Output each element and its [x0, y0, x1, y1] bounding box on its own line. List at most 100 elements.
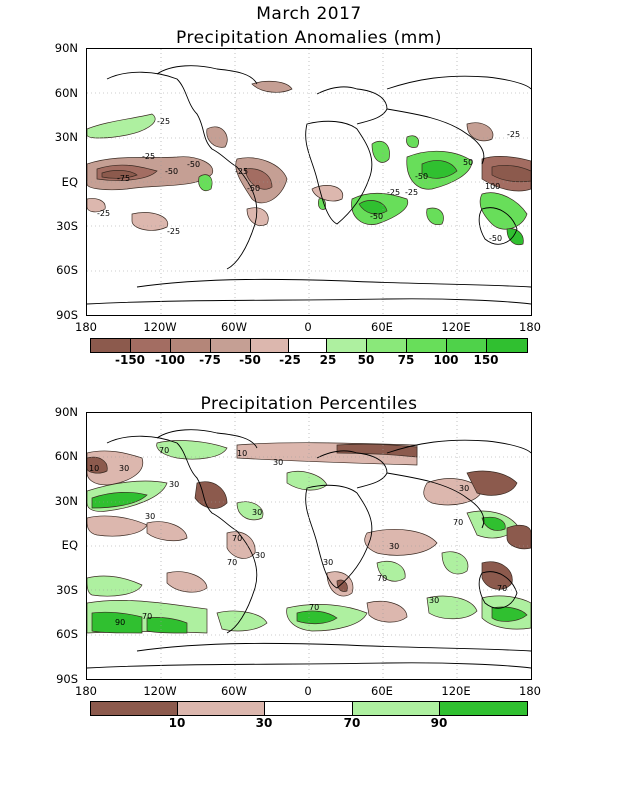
contour-label: -25 [142, 152, 155, 161]
anomaly-lat-label: 90S [56, 308, 78, 322]
anomaly-shading [87, 80, 531, 246]
contour-label-group: -25 -50 -75 -50 -25 -25 -25 -50 -25 -25 … [97, 117, 520, 243]
contour-label: 90 [115, 618, 125, 627]
contour-label: -25 [507, 130, 520, 139]
contour-label: 30 [323, 558, 333, 567]
percentile-lat-label: 90N [54, 405, 78, 419]
anomaly-lon-label: 60E [371, 320, 393, 334]
colorbar-label: 50 [357, 353, 375, 367]
contour-label: -50 [247, 184, 260, 193]
anomaly-map: -25 -50 -75 -50 -25 -25 -25 -50 -25 -25 … [86, 48, 532, 316]
anomaly-lat-label: 90N [54, 41, 78, 55]
contour-label: 30 [252, 508, 262, 517]
anomaly-lat-label: 30S [56, 219, 78, 233]
anomaly-map-canvas: -25 -50 -75 -50 -25 -25 -25 -50 -25 -25 … [87, 49, 531, 315]
colorbar-swatch [91, 702, 178, 715]
colorbar-label: 150 [473, 353, 499, 367]
colorbar-label: 10 [168, 716, 186, 730]
contour-label: 30 [169, 480, 179, 489]
colorbar-swatch [265, 702, 353, 715]
percentile-map-title: Precipitation Percentiles [200, 394, 418, 414]
percentile-map-canvas: 10 30 70 30 10 30 30 30 70 30 70 30 70 3… [87, 413, 531, 679]
anomaly-lon-label: 180 [75, 320, 97, 334]
contour-label: 10 [237, 449, 247, 458]
coastlines [87, 65, 531, 305]
colorbar-swatch [91, 339, 131, 352]
colorbar-swatch [178, 702, 265, 715]
anomaly-lon-label: 0 [304, 320, 312, 334]
colorbar-label: 75 [397, 353, 415, 367]
contour-label: 70 [232, 534, 242, 543]
grid-lines [87, 49, 531, 315]
contour-label: 50 [463, 158, 473, 167]
contour-label: 70 [142, 612, 152, 621]
percentile-lon-label: 120W [143, 684, 177, 698]
grid-lines [87, 413, 531, 679]
colorbar-swatch [211, 339, 251, 352]
contour-label: 70 [377, 574, 387, 583]
contour-label: -50 [489, 234, 502, 243]
coastlines [87, 429, 531, 669]
percentile-lon-label: 180 [519, 684, 541, 698]
colorbar-swatch [487, 339, 527, 352]
percentile-lon-label: 0 [304, 684, 312, 698]
colorbar-label: -150 [114, 353, 146, 367]
colorbar-label: 25 [319, 353, 337, 367]
contour-label: -25 [167, 227, 180, 236]
month-title: March 2017 [256, 4, 362, 24]
contour-label: 30 [459, 484, 469, 493]
colorbar-swatch [327, 339, 367, 352]
contour-label: -50 [415, 172, 428, 181]
percentile-lon-label: 120E [441, 684, 471, 698]
contour-label: 70 [453, 518, 463, 527]
contour-label: 70 [227, 558, 237, 567]
colorbar-label: 70 [343, 716, 361, 730]
anomaly-lat-label: EQ [61, 175, 78, 189]
percentile-lon-label: 60W [220, 684, 247, 698]
anomaly-map-title: Precipitation Anomalies (mm) [176, 28, 442, 48]
percentile-lat-label: 60N [54, 449, 78, 463]
contour-label: -25 [97, 209, 110, 218]
colorbar-swatch [447, 339, 487, 352]
contour-label: 100 [485, 182, 500, 191]
colorbar-swatch [251, 339, 289, 352]
anomaly-lat-label: 60N [54, 86, 78, 100]
contour-label: 70 [309, 603, 319, 612]
percentile-lon-label: 60E [371, 684, 393, 698]
contour-label: 30 [119, 464, 129, 473]
percentile-lat-label: EQ [61, 538, 78, 552]
colorbar-label: 100 [433, 353, 459, 367]
contour-label: 70 [497, 584, 507, 593]
colorbar-label: -50 [239, 353, 261, 367]
anomaly-lon-label: 120E [441, 320, 471, 334]
percentile-colorbar [90, 701, 528, 716]
colorbar-swatch [353, 702, 440, 715]
percentile-map: 10 30 70 30 10 30 30 30 70 30 70 30 70 3… [86, 412, 532, 680]
contour-label: 70 [159, 446, 169, 455]
colorbar-label: 90 [430, 716, 448, 730]
colorbar-swatch [440, 702, 527, 715]
contour-label: -50 [370, 212, 383, 221]
anomaly-lat-label: 30N [54, 130, 78, 144]
contour-label: 30 [389, 542, 399, 551]
colorbar-swatch [171, 339, 211, 352]
contour-label: -25 [405, 188, 418, 197]
contour-label: 30 [273, 458, 283, 467]
contour-label: -25 [157, 117, 170, 126]
contour-label: 30 [429, 596, 439, 605]
colorbar-swatch [367, 339, 407, 352]
percentile-lat-label: 30N [54, 494, 78, 508]
colorbar-label: -75 [199, 353, 221, 367]
contour-label: -50 [165, 167, 178, 176]
percentile-lat-label: 90S [56, 672, 78, 686]
colorbar-label: -25 [279, 353, 301, 367]
contour-label: -25 [387, 188, 400, 197]
anomaly-lon-label: 120W [143, 320, 177, 334]
contour-label-group: 10 30 70 30 10 30 30 30 70 30 70 30 70 3… [89, 446, 507, 627]
anomaly-lon-label: 180 [519, 320, 541, 334]
contour-label: -25 [235, 167, 248, 176]
contour-label: 30 [255, 551, 265, 560]
anomaly-colorbar [90, 338, 528, 353]
anomaly-lat-label: 60S [56, 263, 78, 277]
contour-label: -75 [117, 174, 130, 183]
